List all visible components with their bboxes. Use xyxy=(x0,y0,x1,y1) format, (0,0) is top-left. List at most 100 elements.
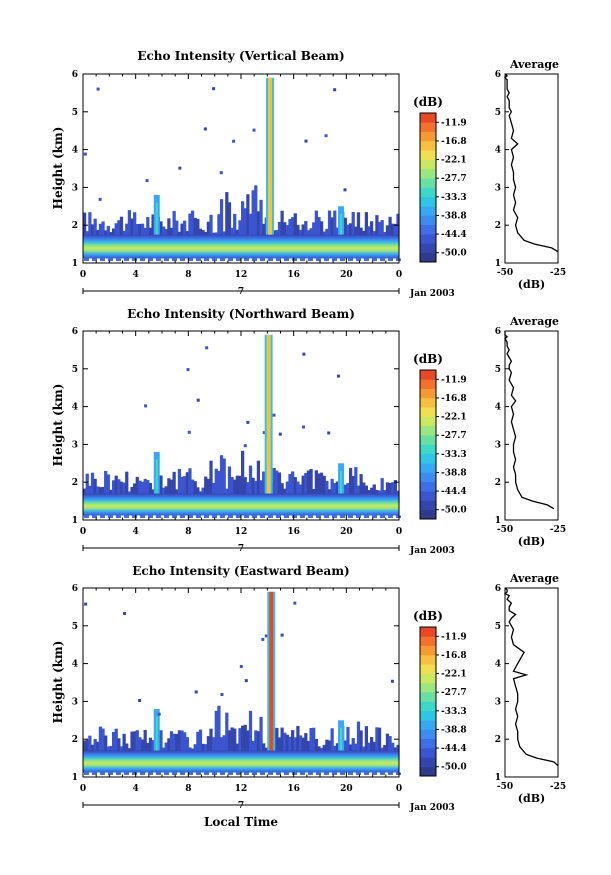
heatmap-cell xyxy=(169,731,174,760)
surface-dots xyxy=(196,258,201,261)
heatmap-cell xyxy=(227,730,232,760)
colorbar-segment xyxy=(420,159,436,170)
average-profile: Average 1 2 3 4 5 6 -50 -25 (dB) xyxy=(495,315,566,548)
heatmap-cell xyxy=(327,210,332,246)
heatmap-cell xyxy=(317,473,321,503)
colorbar-segment xyxy=(420,673,436,684)
heatmap-cell xyxy=(291,217,295,246)
heatmap-cell xyxy=(259,716,263,760)
heatmap-cell xyxy=(227,202,232,246)
heatmap-cell xyxy=(291,471,295,503)
colorbar-tick-label: -27.7 xyxy=(441,431,467,441)
surface-dots xyxy=(108,515,113,518)
speckle xyxy=(336,374,340,378)
heatmap-cell xyxy=(167,478,171,503)
heatmap-cell xyxy=(180,730,184,760)
speckle xyxy=(278,432,282,436)
heatmap-cell xyxy=(146,217,150,246)
heatmap-cell xyxy=(293,737,297,760)
average-profile: Average 1 2 3 4 5 6 -50 -25 (dB) xyxy=(495,58,566,291)
heatmap-cell xyxy=(296,481,300,503)
secondary-axis-label: 7 xyxy=(238,544,244,554)
profile-x-tick-label: -50 xyxy=(497,268,513,278)
heatmap-cell xyxy=(117,479,121,503)
y-tick-label: 3 xyxy=(72,183,78,193)
surface-dots xyxy=(260,515,265,518)
y-axis-label: Height (km) xyxy=(51,641,65,724)
heatmap-cell xyxy=(248,465,253,503)
profile-line xyxy=(504,331,555,510)
heatmap-cell xyxy=(301,737,305,760)
profile-x-tick-label: -25 xyxy=(550,525,566,535)
profile-y-tick-label: 2 xyxy=(495,221,501,231)
heatmap-cell xyxy=(285,734,289,760)
surface-dots xyxy=(148,258,153,261)
y-tick-label: 1 xyxy=(72,259,78,269)
profile-line xyxy=(504,73,559,253)
speckle xyxy=(239,665,243,669)
x-tick-label: 8 xyxy=(185,270,191,280)
heatmap-cell xyxy=(241,725,245,760)
surface-dots xyxy=(380,515,385,518)
heatmap-cell xyxy=(275,470,279,503)
colorbar-frame xyxy=(419,626,437,777)
colorbar-tick-label: -38.8 xyxy=(441,468,467,478)
heatmap-cell xyxy=(330,728,334,760)
heatmap-cell xyxy=(104,735,108,760)
heatmap-cell xyxy=(88,735,92,760)
heatmap-cell xyxy=(364,726,368,760)
heatmap-cell xyxy=(283,222,287,246)
heatmap-cell xyxy=(254,730,258,760)
heatmap-cell xyxy=(306,470,311,503)
surface-dots xyxy=(236,258,241,261)
surface-dots xyxy=(252,258,257,261)
colorbar: -11.9 -16.8 -22.1 -27.7 -33.3 -38.8 -44.4 -50.0 xyxy=(419,626,467,777)
heatmap-cell xyxy=(151,214,155,246)
heatmap-cell xyxy=(309,727,313,760)
profile-x-tick-label: -25 xyxy=(550,268,566,278)
heatmap-cell xyxy=(256,211,261,246)
speckle xyxy=(186,368,190,372)
surface-dots xyxy=(340,258,345,261)
surface-dots xyxy=(348,772,353,775)
heatmap-cell xyxy=(222,458,226,503)
heatmap-cell xyxy=(285,481,289,503)
surface-dots xyxy=(252,772,257,775)
x-tick-label: 0 xyxy=(80,270,86,280)
x-tick-label: 4 xyxy=(133,784,139,794)
colorbar: -11.9 -16.8 -22.1 -27.7 -33.3 -38.8 -44.4 -50.0 xyxy=(419,112,467,263)
surface-dots xyxy=(324,772,329,775)
heatmap-cell xyxy=(214,468,218,503)
colorbar-segment xyxy=(420,463,436,473)
surface-dots xyxy=(324,258,329,261)
speckle xyxy=(96,87,100,91)
colorbar-tick-label: -33.3 xyxy=(441,707,467,717)
heatmap-cell xyxy=(370,737,374,760)
secondary-axis-label: 7 xyxy=(238,801,244,811)
profile-y-tick-label: 5 xyxy=(495,622,501,632)
heatmap-cell xyxy=(148,483,153,503)
heatmap-cell xyxy=(111,480,116,503)
heatmap-cell xyxy=(209,728,213,760)
surface-dots xyxy=(132,772,137,775)
surface-dots xyxy=(84,258,89,261)
profile-x-tick-label: -50 xyxy=(497,782,513,792)
profile-y-tick-label: 1 xyxy=(495,516,501,526)
y-tick-label: 6 xyxy=(72,584,78,594)
heatmap-cell xyxy=(391,482,395,503)
heatmap-cell xyxy=(83,212,87,246)
x-tick-label: 16 xyxy=(287,784,300,794)
colorbar-tick-label: -44.4 xyxy=(441,230,467,240)
x-tick-label: 0 xyxy=(396,527,402,537)
surface-dots xyxy=(188,772,193,775)
surface-dots xyxy=(356,772,361,775)
profile-y-tick-label: 5 xyxy=(495,108,501,118)
x-tick-label: 16 xyxy=(287,270,300,280)
heatmap-cell xyxy=(277,472,282,503)
surface-dots xyxy=(260,258,265,261)
heatmap-cell xyxy=(377,221,382,246)
heatmap-cell xyxy=(304,472,308,503)
speckle xyxy=(246,420,250,424)
colorbar-tick-label: -50.0 xyxy=(441,249,467,259)
heatmap-cell xyxy=(196,218,200,246)
